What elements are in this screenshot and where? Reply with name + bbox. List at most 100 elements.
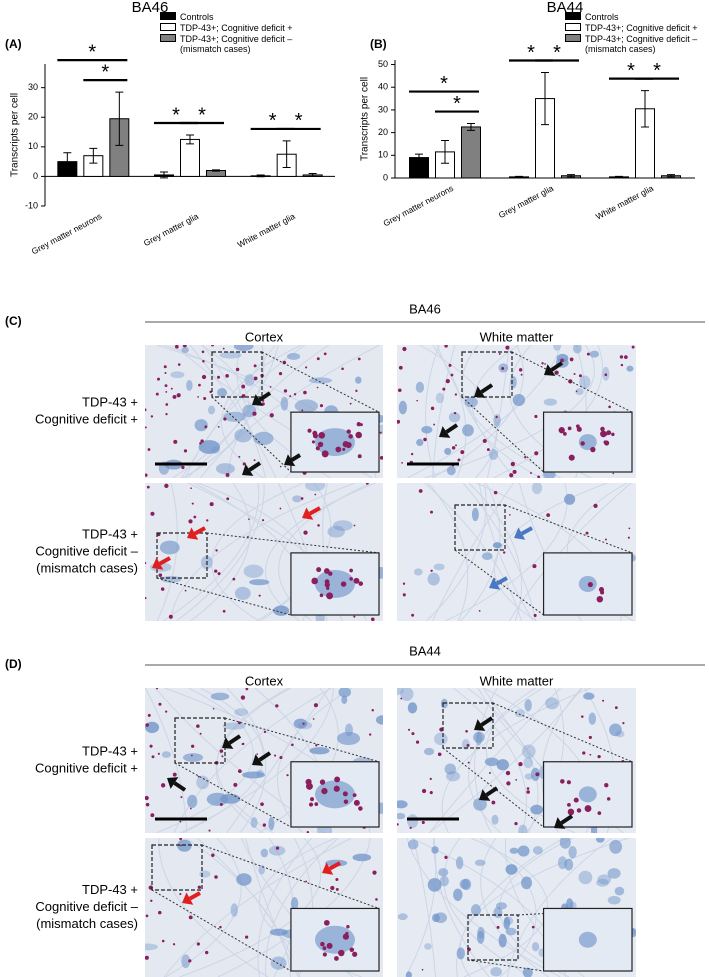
nucleus <box>448 412 461 423</box>
fiber <box>480 838 549 977</box>
y-tick-label: 30 <box>378 104 388 114</box>
y-axis-label: Transcripts per cell <box>10 93 21 177</box>
rna-dot <box>235 367 240 372</box>
nucleus <box>407 814 419 829</box>
arrow <box>520 526 533 536</box>
rna-dot <box>168 614 173 619</box>
nucleus <box>161 751 171 758</box>
nucleus <box>244 374 255 387</box>
legend-swatch <box>565 23 581 31</box>
fiber <box>182 688 264 833</box>
rna-dot <box>531 925 535 929</box>
rna-dot <box>353 615 356 618</box>
rna-dot <box>444 855 448 860</box>
rna-dot <box>423 437 427 442</box>
rna-dot <box>179 838 183 841</box>
rna-dot <box>279 755 283 760</box>
rna-dot <box>145 802 150 807</box>
inset-dot <box>345 931 349 936</box>
rna-dot <box>157 752 160 755</box>
arrow-head <box>187 527 199 540</box>
legend-label: Controls <box>180 12 214 22</box>
rna-dot <box>145 408 147 412</box>
nucleus <box>268 816 275 831</box>
rna-dot <box>165 710 168 713</box>
nucleus <box>210 692 230 701</box>
zoom-line <box>156 577 292 616</box>
inset-dot <box>328 571 333 576</box>
rna-dot <box>510 461 516 467</box>
inset-dot <box>342 933 350 940</box>
inset-dot <box>308 802 314 807</box>
nucleus <box>607 868 621 879</box>
rna-dot <box>315 744 318 747</box>
arrow-head <box>322 862 334 875</box>
legend-item: TDP-43+; Cognitive deficit + <box>160 23 312 33</box>
nucleus <box>521 876 533 890</box>
nucleus <box>493 907 503 919</box>
rna-dot <box>335 887 339 891</box>
significance-label: * <box>453 93 461 115</box>
rna-dot <box>191 744 195 748</box>
significance-label: * <box>440 73 448 95</box>
nucleus <box>397 812 406 820</box>
rna-dot <box>146 485 150 489</box>
x-tick-label: Grey matter neurons <box>30 211 104 256</box>
rna-dot <box>430 510 433 514</box>
fiber <box>189 345 277 478</box>
rna-dot <box>225 473 230 477</box>
nucleus <box>332 520 353 531</box>
arrow <box>480 383 494 394</box>
rna-dot <box>537 475 541 478</box>
rna-dot <box>530 472 532 474</box>
rna-dot <box>226 497 230 501</box>
inset-dot <box>305 778 312 786</box>
significance-label: * <box>527 42 535 64</box>
rna-dot <box>237 721 241 725</box>
y-tick-label: 50 <box>378 59 388 69</box>
nucleus <box>207 405 216 415</box>
rna-dot <box>421 820 425 825</box>
rna-dot <box>253 376 258 381</box>
inset-dot <box>604 432 608 436</box>
inset-dot <box>342 447 346 451</box>
rna-dot <box>534 451 539 456</box>
nucleus <box>505 864 518 875</box>
roi-box <box>156 532 208 579</box>
nucleus <box>462 424 474 437</box>
nucleus <box>234 428 252 443</box>
nucleus <box>260 848 269 858</box>
inset-dot <box>567 808 575 816</box>
panel-label: (C) <box>5 314 22 328</box>
rna-dot <box>303 390 307 395</box>
rna-dot <box>204 425 208 429</box>
rna-dot <box>415 740 420 744</box>
nucleus <box>431 913 440 923</box>
legend-label: TDP-43+; Cognitive deficit + <box>180 23 293 33</box>
rna-dot <box>402 593 406 597</box>
rna-dot <box>560 358 564 363</box>
roi-box <box>151 844 203 891</box>
rna-dot <box>581 715 584 718</box>
y-tick-label: 20 <box>28 112 38 122</box>
arrow <box>248 461 262 472</box>
rna-dot <box>208 829 211 832</box>
nucleus <box>416 438 424 446</box>
chart-title: BA44 <box>547 0 584 16</box>
inset-dot <box>353 577 360 584</box>
inset-cell <box>578 931 597 948</box>
fiber <box>506 838 613 977</box>
rna-dot <box>145 426 147 429</box>
rna-dot <box>514 822 518 826</box>
inset-dot <box>611 432 615 437</box>
inset-dot <box>318 431 326 439</box>
arrow <box>258 751 272 762</box>
inset <box>542 761 633 828</box>
rna-dot <box>439 727 444 732</box>
nucleus <box>589 350 600 358</box>
rna-dot <box>515 779 518 781</box>
rna-dot <box>145 562 147 565</box>
rna-dot <box>158 702 162 706</box>
nucleus <box>427 878 442 892</box>
